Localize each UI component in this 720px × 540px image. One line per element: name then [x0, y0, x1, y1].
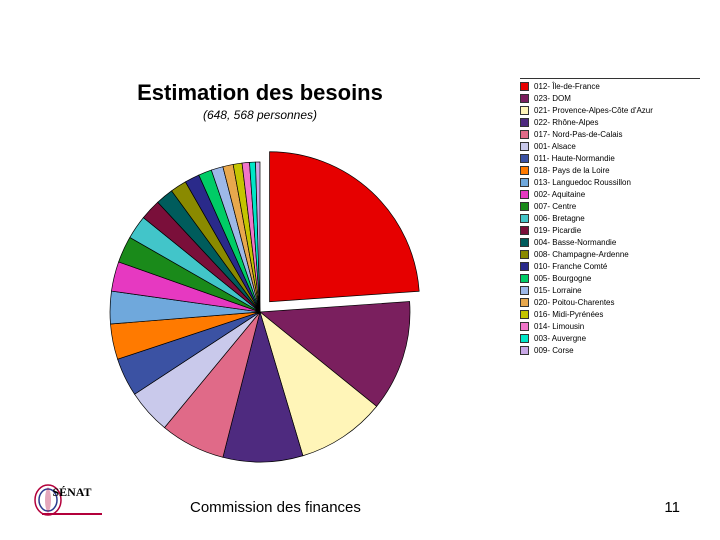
legend-swatch	[520, 262, 529, 271]
legend-label: 019- Picardie	[534, 227, 581, 235]
legend-swatch	[520, 154, 529, 163]
chart-title: Estimation des besoins	[40, 80, 480, 106]
legend-item: 009- Corse	[520, 346, 700, 355]
legend-item: 012- Île-de-France	[520, 82, 700, 91]
legend-label: 010- Franche Comté	[534, 263, 607, 271]
legend-item: 001- Alsace	[520, 142, 700, 151]
legend-item: 019- Picardie	[520, 226, 700, 235]
pie-wrap	[90, 142, 430, 482]
legend-swatch	[520, 118, 529, 127]
legend-label: 004- Basse-Normandie	[534, 239, 616, 247]
legend-label: 020- Poitou-Charentes	[534, 299, 615, 307]
legend-item: 003- Auvergne	[520, 334, 700, 343]
legend-item: 006- Bretagne	[520, 214, 700, 223]
legend-label: 008- Champagne-Ardenne	[534, 251, 629, 259]
legend-label: 012- Île-de-France	[534, 83, 600, 91]
legend-label: 016- Midi-Pyrénées	[534, 311, 603, 319]
legend-item: 010- Franche Comté	[520, 262, 700, 271]
legend-swatch	[520, 310, 529, 319]
footer-text: Commission des finances	[190, 499, 361, 516]
legend-swatch	[520, 346, 529, 355]
legend-swatch	[520, 178, 529, 187]
legend-item: 022- Rhône-Alpes	[520, 118, 700, 127]
legend-item: 002- Aquitaine	[520, 190, 700, 199]
legend-swatch	[520, 238, 529, 247]
chart-subtitle: (648, 568 personnes)	[40, 108, 480, 122]
legend-swatch	[520, 274, 529, 283]
legend-swatch	[520, 250, 529, 259]
legend-swatch	[520, 142, 529, 151]
legend-swatch	[520, 166, 529, 175]
legend-item: 011- Haute-Normandie	[520, 154, 700, 163]
legend-swatch	[520, 82, 529, 91]
legend-label: 005- Bourgogne	[534, 275, 591, 283]
legend-item: 018- Pays de la Loire	[520, 166, 700, 175]
legend-label: 001- Alsace	[534, 143, 576, 151]
legend-item: 008- Champagne-Ardenne	[520, 250, 700, 259]
legend-swatch	[520, 334, 529, 343]
legend-item: 020- Poitou-Charentes	[520, 298, 700, 307]
legend-label: 002- Aquitaine	[534, 191, 585, 199]
legend-item: 015- Lorraine	[520, 286, 700, 295]
legend-item: 016- Midi-Pyrénées	[520, 310, 700, 319]
legend-swatch	[520, 106, 529, 115]
legend-label: 003- Auvergne	[534, 335, 586, 343]
logo-text: SÉNAT	[52, 485, 91, 499]
legend-swatch	[520, 286, 529, 295]
legend-item: 004- Basse-Normandie	[520, 238, 700, 247]
legend-label: 022- Rhône-Alpes	[534, 119, 598, 127]
page-number: 11	[664, 499, 680, 516]
legend-label: 011- Haute-Normandie	[534, 155, 615, 163]
pie-slice	[270, 152, 420, 302]
legend-label: 017- Nord-Pas-de-Calais	[534, 131, 622, 139]
legend-swatch	[520, 202, 529, 211]
pie-chart	[90, 142, 430, 482]
legend-label: 009- Corse	[534, 347, 574, 355]
legend-item: 005- Bourgogne	[520, 274, 700, 283]
legend-swatch	[520, 190, 529, 199]
legend-label: 014- Limousin	[534, 323, 584, 331]
legend-item: 021- Provence-Alpes-Côte d'Azur	[520, 106, 700, 115]
chart-area: Estimation des besoins (648, 568 personn…	[40, 80, 480, 482]
legend-item: 023- DOM	[520, 94, 700, 103]
legend-label: 006- Bretagne	[534, 215, 585, 223]
legend-item: 013- Languedoc Roussillon	[520, 178, 700, 187]
legend: 012- Île-de-France 023- DOM 021- Provence-…	[520, 78, 700, 358]
legend-item: 014- Limousin	[520, 322, 700, 331]
senat-logo: SÉNAT	[32, 478, 104, 518]
legend-label: 023- DOM	[534, 95, 571, 103]
slide: Estimation des besoins (648, 568 personn…	[0, 0, 720, 540]
legend-swatch	[520, 322, 529, 331]
legend-swatch	[520, 94, 529, 103]
legend-item: 017- Nord-Pas-de-Calais	[520, 130, 700, 139]
legend-swatch	[520, 298, 529, 307]
legend-label: 013- Languedoc Roussillon	[534, 179, 631, 187]
legend-swatch	[520, 226, 529, 235]
legend-item: 007- Centre	[520, 202, 700, 211]
legend-label: 021- Provence-Alpes-Côte d'Azur	[534, 107, 653, 115]
legend-label: 018- Pays de la Loire	[534, 167, 610, 175]
legend-label: 007- Centre	[534, 203, 576, 211]
legend-label: 015- Lorraine	[534, 287, 582, 295]
legend-swatch	[520, 214, 529, 223]
legend-swatch	[520, 130, 529, 139]
